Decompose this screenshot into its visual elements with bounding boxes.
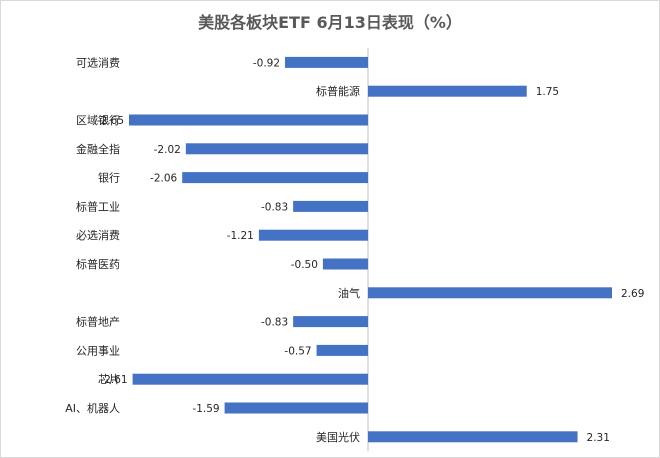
category-label: 标普能源: [316, 84, 360, 98]
bar: [368, 431, 578, 443]
bar: [185, 143, 368, 155]
data-label: 2.31: [587, 432, 610, 444]
chart-title: 美股各板块ETF 6月13日表现（%）: [198, 13, 462, 32]
data-label: 1.75: [536, 86, 559, 98]
category-label: 标普医药: [76, 257, 120, 271]
data-label: 2.69: [621, 288, 644, 300]
category-label: 美国光伏: [316, 430, 360, 444]
data-label: -2.65: [97, 115, 124, 127]
bar: [258, 229, 368, 241]
bar: [182, 172, 368, 184]
bar: [293, 200, 368, 212]
bar: [224, 402, 368, 414]
category-label: AI、机器人: [65, 401, 120, 415]
category-label: 标普工业: [76, 199, 120, 213]
data-label: -2.06: [150, 173, 177, 185]
category-label: 公用事业: [76, 344, 120, 357]
data-label: -2.02: [154, 144, 181, 156]
category-label: 必选消费: [76, 228, 120, 242]
category-label: 银行: [98, 171, 120, 185]
data-label: -1.21: [227, 230, 254, 242]
bar: [322, 258, 368, 270]
bar: [368, 287, 612, 299]
category-label: 标普地产: [76, 315, 120, 329]
data-label: -2.61: [100, 374, 127, 386]
data-label: -0.83: [261, 201, 288, 213]
category-label: 区域银行: [76, 113, 120, 127]
category-label: 可选消费: [76, 55, 120, 69]
data-label: -0.92: [253, 57, 280, 69]
data-label: -0.83: [261, 317, 288, 329]
bar: [293, 316, 368, 328]
bar: [129, 114, 368, 126]
data-label: -1.59: [192, 403, 219, 415]
bar: [285, 56, 368, 68]
category-label: 油气: [338, 286, 360, 300]
category-label: 芯片: [98, 372, 120, 386]
bar: [368, 85, 527, 97]
category-label: 金融全指: [76, 142, 120, 156]
data-label: -0.50: [291, 259, 318, 271]
data-label: -0.57: [284, 345, 311, 357]
bar: [132, 373, 368, 385]
bar: [316, 344, 368, 356]
